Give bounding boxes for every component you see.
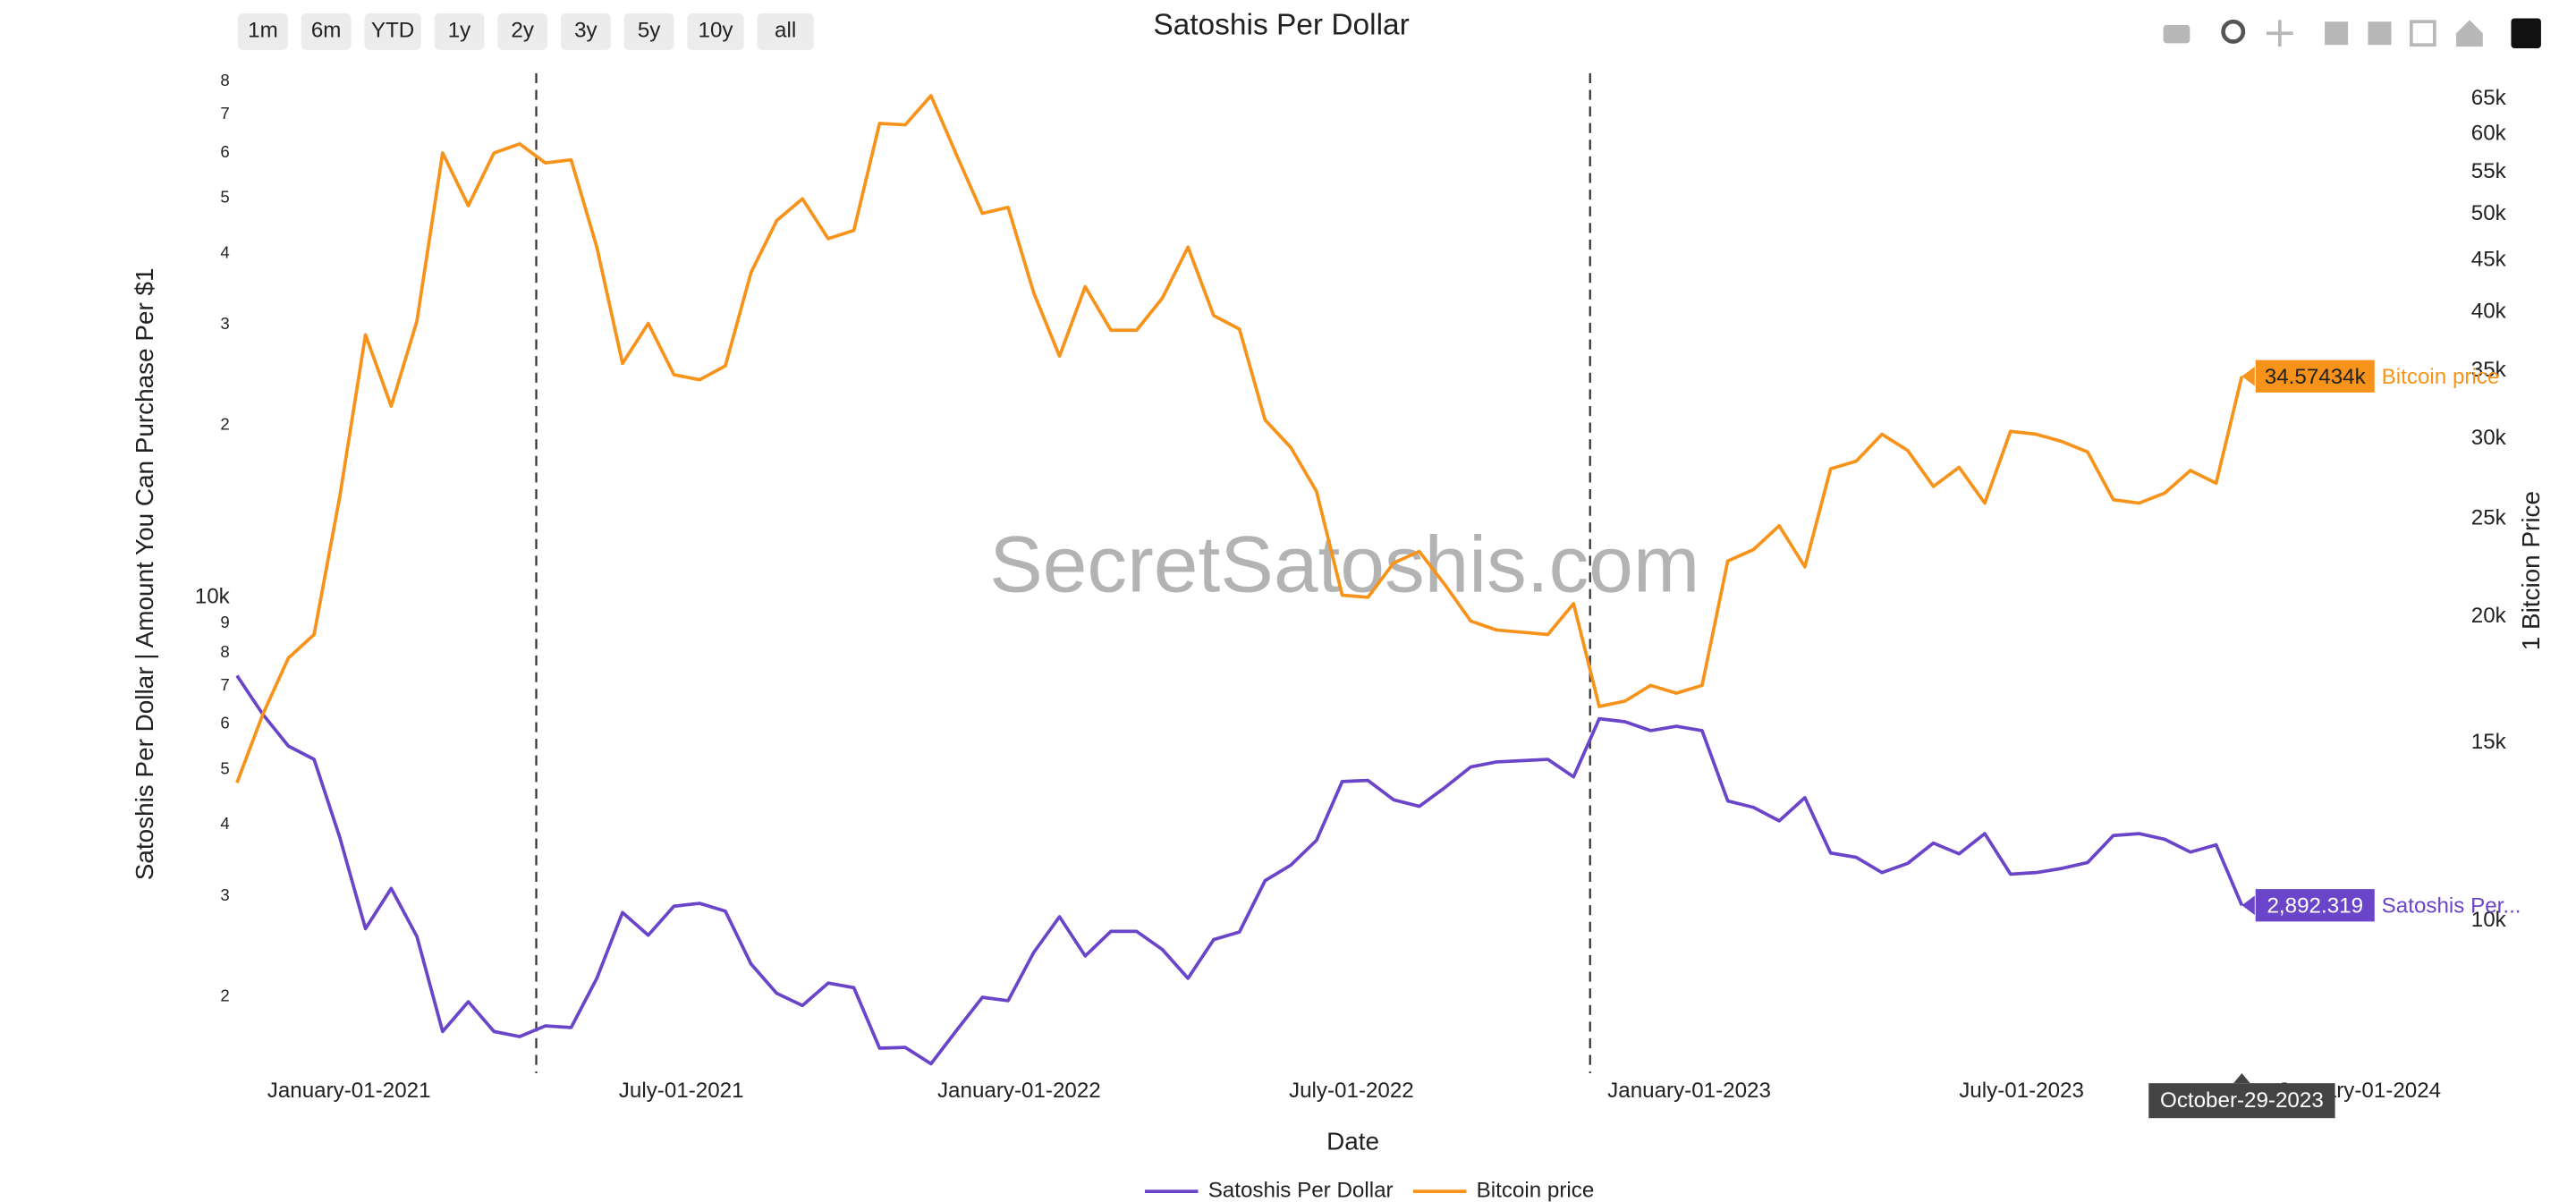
x-tick-label: January-01-2023 bbox=[1607, 1079, 1771, 1103]
y-tick-label: 6 bbox=[220, 142, 229, 161]
y2-tick-label: 55k bbox=[2471, 159, 2507, 183]
y-tick-label: 5 bbox=[220, 188, 229, 207]
y2-tick-label: 20k bbox=[2471, 604, 2507, 628]
range-button-label: 6m bbox=[311, 19, 342, 43]
hover-x-pointer bbox=[2233, 1073, 2250, 1084]
series-line bbox=[235, 674, 2244, 1066]
zoom-icon[interactable] bbox=[2221, 19, 2246, 44]
y-tick-label: 7 bbox=[220, 675, 229, 694]
x-tick-label: July-01-2023 bbox=[1959, 1079, 2084, 1103]
range-button[interactable]: all bbox=[757, 13, 814, 50]
y2-tick-label: 25k bbox=[2471, 505, 2507, 529]
y2-tick-label: 15k bbox=[2471, 730, 2507, 754]
autoscale-icon[interactable] bbox=[2409, 20, 2436, 47]
x-tick-label: July-01-2021 bbox=[619, 1079, 744, 1103]
y-tick-label: 6 bbox=[220, 714, 229, 732]
x-tick-label: January-01-2022 bbox=[937, 1079, 1101, 1103]
legend-item[interactable]: Bitcoin price bbox=[1412, 1178, 1595, 1202]
hover-name: Bitcoin price bbox=[2382, 365, 2500, 389]
range-button[interactable]: 10y bbox=[687, 13, 744, 50]
y-tick-label: 7 bbox=[220, 104, 229, 123]
y2-tick-label: 30k bbox=[2471, 426, 2507, 450]
y2-tick-label: 10k bbox=[2471, 908, 2507, 932]
y2-tick-label: 40k bbox=[2471, 300, 2507, 324]
hover-x-label: October-29-2023 bbox=[2160, 1088, 2324, 1113]
y2-tick-label: 45k bbox=[2471, 248, 2507, 272]
y-tick-label: 3 bbox=[220, 314, 229, 333]
y2-axis-title: 1 Bitcion Price bbox=[2517, 491, 2545, 650]
range-button-bg bbox=[301, 13, 352, 50]
range-button-label: 10y bbox=[699, 19, 734, 43]
y-tick-label: 9 bbox=[220, 613, 229, 631]
range-button[interactable]: 1m bbox=[238, 13, 288, 50]
y2-tick-label: 65k bbox=[2471, 86, 2507, 110]
range-button-bg bbox=[623, 13, 674, 50]
camera-icon[interactable] bbox=[2163, 24, 2190, 44]
legend-item[interactable]: Satoshis Per Dollar bbox=[1145, 1178, 1394, 1202]
range-button-label: 3y bbox=[574, 19, 597, 43]
range-button-bg bbox=[757, 13, 814, 50]
range-button-bg bbox=[687, 13, 744, 50]
legend-label: Satoshis Per Dollar bbox=[1208, 1178, 1394, 1202]
y-tick-label: 2 bbox=[220, 415, 229, 434]
range-button-label: all bbox=[775, 19, 796, 43]
chart-title: Satoshis Per Dollar bbox=[1153, 9, 1409, 42]
hover-box bbox=[2254, 359, 2376, 394]
y-tick-label: 8 bbox=[220, 642, 229, 661]
y2-tick-label: 60k bbox=[2471, 121, 2507, 145]
series-line bbox=[235, 94, 2244, 783]
pan-icon[interactable] bbox=[2266, 20, 2293, 47]
hover-value: 34.57434k bbox=[2265, 365, 2367, 389]
modebar bbox=[2163, 18, 2541, 48]
y-axis-title: Satoshis Per Dollar | Amount You Can Pur… bbox=[131, 267, 158, 880]
range-button-bg bbox=[434, 13, 485, 50]
x-tick-label: January-01-2021 bbox=[267, 1079, 431, 1103]
reset-icon[interactable] bbox=[2456, 20, 2483, 47]
range-button[interactable]: 6m bbox=[301, 13, 352, 50]
hover-box bbox=[2254, 888, 2376, 923]
y-tick-label: 5 bbox=[220, 758, 229, 777]
zoom-out-icon[interactable] bbox=[2368, 21, 2392, 46]
hover-value: 2,892.319 bbox=[2267, 893, 2363, 918]
range-button[interactable]: YTD bbox=[364, 13, 421, 50]
range-button[interactable]: 2y bbox=[497, 13, 548, 50]
range-button-label: 1y bbox=[448, 19, 471, 43]
range-button[interactable]: 3y bbox=[560, 13, 611, 50]
y-tick-label: 8 bbox=[220, 71, 229, 89]
hover-pointer bbox=[2241, 366, 2256, 386]
hover-name: Satoshis Per... bbox=[2382, 893, 2521, 918]
y-tick-label: 2 bbox=[220, 986, 229, 1004]
y-tick-label: 3 bbox=[220, 885, 229, 904]
range-button-label: YTD bbox=[371, 19, 414, 43]
y2-tick-label: 35k bbox=[2471, 358, 2507, 382]
range-button-bg bbox=[364, 13, 421, 50]
range-button[interactable]: 1y bbox=[434, 13, 485, 50]
range-button-label: 1m bbox=[248, 19, 278, 43]
y-tick-label: 10k bbox=[195, 584, 231, 608]
plotly-logo[interactable] bbox=[2511, 18, 2541, 48]
range-button-bg bbox=[497, 13, 548, 50]
range-button-label: 2y bbox=[511, 19, 534, 43]
range-button[interactable]: 5y bbox=[623, 13, 674, 50]
y-tick-label: 4 bbox=[220, 242, 229, 261]
y-tick-label: 4 bbox=[220, 814, 229, 833]
range-button-bg bbox=[238, 13, 288, 50]
x-axis-title: Date bbox=[1326, 1128, 1379, 1155]
x-tick-label: July-01-2022 bbox=[1289, 1079, 1414, 1103]
zoom-in-icon[interactable] bbox=[2325, 21, 2349, 46]
y2-tick-label: 50k bbox=[2471, 201, 2507, 225]
hover-x-box bbox=[2148, 1083, 2335, 1119]
range-button-bg bbox=[560, 13, 611, 50]
legend-label: Bitcoin price bbox=[1477, 1178, 1595, 1202]
hover-pointer bbox=[2241, 895, 2256, 916]
range-button-label: 5y bbox=[638, 19, 661, 43]
